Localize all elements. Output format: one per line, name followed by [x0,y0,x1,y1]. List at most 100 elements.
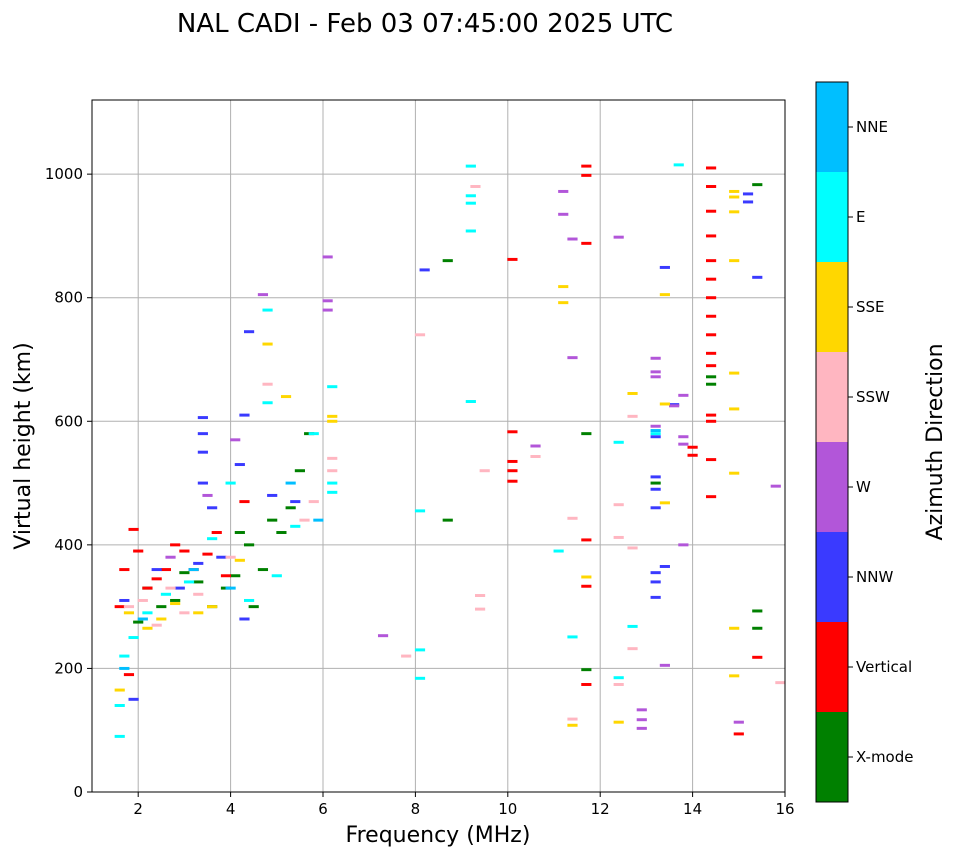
echo-point [650,487,661,491]
echo-point [507,430,518,434]
echo-point [558,285,569,289]
echo-point [280,395,292,399]
colorbar-label-x-mode: X-mode [856,748,913,766]
echo-point [239,413,250,417]
echo-point [119,666,130,670]
echo-point [128,697,139,701]
echo-point [567,635,578,639]
echo-point [729,189,740,193]
echo-point [220,574,232,578]
echo-point [650,375,661,379]
echo-point [581,164,592,168]
echo-point [419,268,430,272]
x-tick-label: 16 [775,800,794,818]
echo-point [613,676,624,680]
echo-point [678,543,689,547]
echo-point [567,717,578,721]
echo-point [465,229,476,233]
series-w [165,189,781,730]
plot-frame [91,99,786,793]
echo-point [327,490,338,494]
echo-point [114,704,125,707]
echo-point [234,558,245,562]
y-tick-label: 800 [54,289,83,307]
echo-point [193,592,204,596]
echo-point [322,255,333,259]
x-tick-label: 8 [411,800,421,818]
echo-point [659,564,670,568]
colorbar-swatch [816,532,848,622]
echo-point [507,479,518,483]
echo-point [137,598,148,602]
echo-point [733,720,744,724]
echo-point [248,605,259,609]
echo-point [479,469,490,473]
echo-point [239,617,250,621]
echo-point [729,674,740,678]
echo-point [742,192,754,196]
echo-point [705,382,717,386]
echo-point [151,623,162,627]
echo-point [327,481,338,485]
x-tick-label: 2 [133,800,143,818]
echo-point [142,611,153,615]
echo-point [687,445,698,449]
x-axis-label: Frequency (MHz) [346,823,531,848]
azimuth-colorbar: X-mode Vertical NNW W SSW SSE E NNE [815,81,913,803]
echo-point [729,195,740,199]
echo-point [193,561,204,565]
echo-point [322,308,333,312]
echo-point [165,555,176,559]
echo-point [133,620,144,624]
echo-point [234,463,245,467]
colorbar-label-w: W [856,478,871,496]
colorbar-swatch [816,82,848,172]
echo-point [465,201,476,205]
echo-point [160,592,172,596]
echo-point [613,235,624,239]
echo-point [581,575,592,579]
echo-point [613,720,624,724]
echo-point [581,584,592,588]
echo-point [262,382,273,386]
echo-point [650,580,661,584]
echo-point [290,500,301,504]
echo-point [230,438,241,442]
echo-point [581,668,592,672]
echo-point [729,407,740,411]
echo-point [474,594,486,598]
echo-point [465,400,476,403]
echo-point [142,626,153,630]
echo-point [197,416,208,420]
echo-point [705,314,717,318]
echo-point [299,518,310,522]
echo-point [678,435,689,439]
echo-point [165,586,176,590]
echo-point [705,458,717,462]
echo-point [114,605,125,609]
echo-point [207,605,218,609]
y-axis-label: Virtual height (km) [11,342,36,549]
echo-point [276,531,287,534]
echo-point [650,356,661,360]
echo-point [567,237,578,241]
colorbar-label: Azimuth Direction [923,343,948,540]
echo-point [202,493,213,497]
echo-point [705,375,717,379]
echo-point [197,432,208,436]
x-tick-label: 10 [498,800,517,818]
echo-point [327,419,338,423]
echo-point [179,611,190,615]
echo-point [705,209,717,213]
echo-point [170,598,181,602]
echo-point [636,726,647,730]
y-tick-label: 1000 [45,165,83,183]
echo-point [465,194,476,198]
echo-point [442,259,453,263]
echo-point [567,356,578,360]
echo-point [627,647,638,651]
echo-point [188,568,199,572]
echo-point [729,259,740,263]
echo-point [234,531,245,534]
echo-point [123,611,135,615]
